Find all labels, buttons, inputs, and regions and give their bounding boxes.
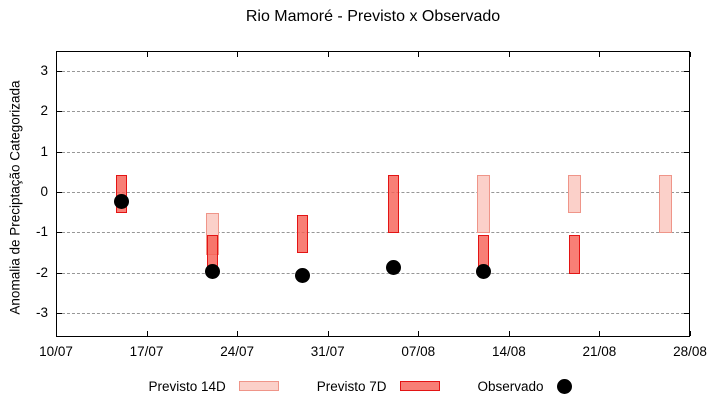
- legend-label-observado: Observado: [477, 378, 544, 394]
- y-tick-left: [57, 111, 62, 113]
- x-tick-label: 10/07: [39, 344, 73, 359]
- bar-previsto-7d: [387, 174, 399, 234]
- y-tick-label: 0: [40, 183, 48, 199]
- x-tick-label: 28/08: [673, 344, 707, 359]
- observado-point: [385, 260, 401, 275]
- x-tick-bottom: [56, 331, 57, 336]
- legend-item-previsto-14d: Previsto 14D: [148, 378, 279, 394]
- x-tick-bottom: [690, 331, 691, 336]
- y-tick-right: [684, 312, 689, 314]
- x-tick-top: [146, 52, 148, 57]
- y-tick-left: [57, 151, 62, 153]
- gridline-y--1: [57, 232, 689, 234]
- y-tick-right: [684, 71, 689, 73]
- x-tick-label: 31/07: [310, 344, 345, 359]
- x-tick-bottom: [237, 331, 239, 336]
- bar-previsto-14d: [658, 174, 672, 234]
- legend-item-observado: Observado: [477, 378, 572, 394]
- gridline-y--2: [57, 272, 689, 274]
- y-tick-right: [684, 111, 689, 113]
- y-tick-right: [684, 272, 689, 274]
- x-tick-top: [237, 52, 239, 57]
- plot-area: [56, 51, 691, 337]
- gridline-y-0: [57, 191, 689, 193]
- x-tick-label: 07/08: [401, 344, 436, 359]
- legend-item-previsto-7d: Previsto 7D: [317, 379, 440, 394]
- gridline-y-2: [57, 111, 689, 113]
- observado-point: [204, 264, 220, 280]
- y-tick-right: [684, 232, 689, 234]
- observado-point: [476, 264, 492, 280]
- x-tick-top: [56, 52, 57, 57]
- x-tick-top: [690, 52, 691, 57]
- x-tick-top: [418, 52, 420, 57]
- x-tick-label: 14/08: [491, 344, 526, 359]
- x-tick-top: [599, 52, 601, 57]
- x-tick-label: 17/07: [129, 344, 164, 359]
- y-tick-right: [684, 151, 689, 153]
- bar-previsto-7d: [297, 215, 309, 254]
- chart-title: Rio Mamoré - Previsto x Observado: [245, 8, 501, 25]
- previsto-7d-swatch-icon: [399, 381, 440, 391]
- x-tick-bottom: [599, 331, 601, 336]
- x-tick-top: [508, 52, 510, 57]
- y-tick-right: [684, 191, 689, 193]
- legend-label-previsto-7d: Previsto 7D: [316, 378, 387, 394]
- gridline-y-3: [57, 71, 689, 73]
- legend-label-previsto-14d: Previsto 14D: [148, 378, 226, 394]
- y-tick-left: [57, 191, 62, 193]
- x-tick-bottom: [327, 331, 329, 336]
- bar-previsto-7d: [569, 235, 581, 274]
- gridline-y--3: [57, 312, 689, 314]
- x-tick-bottom: [146, 331, 148, 336]
- y-tick-label: 2: [40, 103, 48, 119]
- y-tick-label: -2: [35, 264, 48, 280]
- gridline-y-1: [57, 151, 689, 153]
- y-tick-left: [57, 232, 62, 234]
- bar-previsto-14d: [568, 174, 582, 214]
- y-tick-label: -1: [35, 224, 48, 240]
- x-tick-label: 24/07: [220, 344, 255, 359]
- y-tick-left: [57, 71, 62, 73]
- observado-point: [114, 193, 130, 209]
- y-tick-left: [57, 312, 62, 314]
- x-tick-bottom: [418, 331, 420, 336]
- x-tick-bottom: [508, 331, 510, 336]
- observado-point: [295, 268, 311, 284]
- y-tick-left: [57, 272, 62, 274]
- y-tick-label: 3: [40, 63, 48, 79]
- previsto-14d-swatch-icon: [238, 381, 279, 391]
- x-tick-top: [327, 52, 329, 57]
- legend: Previsto 14D Previsto 7D Observado: [0, 376, 720, 396]
- x-tick-label: 21/08: [582, 344, 617, 359]
- observado-dot-icon: [556, 378, 572, 394]
- y-tick-label: 1: [40, 143, 48, 159]
- y-tick-label: -3: [35, 304, 48, 320]
- bar-previsto-14d: [477, 174, 491, 234]
